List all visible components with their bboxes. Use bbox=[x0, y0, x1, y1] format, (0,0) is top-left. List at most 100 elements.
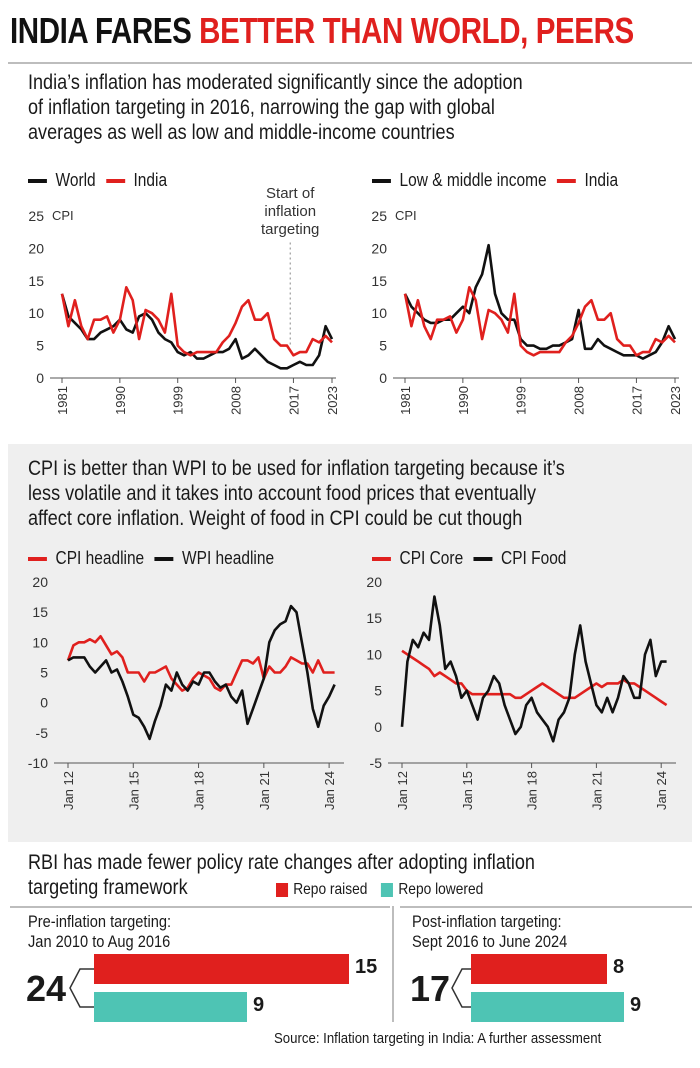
legend-swatch-repo-raised bbox=[276, 883, 289, 897]
legend-label-india: India bbox=[584, 170, 619, 190]
legend-swatch-cpi-core bbox=[372, 556, 391, 561]
y-tick-label: 10 bbox=[32, 634, 48, 650]
y-tick-label: 0 bbox=[36, 370, 44, 386]
legend-swatch-cpi-headline bbox=[28, 556, 47, 561]
y-tick-label: 15 bbox=[32, 604, 48, 620]
post-label: Post-inflation targeting: Sept 2016 to J… bbox=[412, 912, 567, 952]
legend-swatch-world bbox=[28, 178, 47, 183]
x-tick-label: 1990 bbox=[456, 386, 471, 415]
section1-intro-line: of inflation targeting in 2016, narrowin… bbox=[28, 96, 495, 119]
series-line-cpi-food bbox=[400, 595, 667, 743]
series-line-wpi-headline bbox=[67, 604, 336, 741]
section2-intro-line: CPI is better than WPI to be used for in… bbox=[28, 457, 565, 480]
section1-intro: India’s inflation has moderated signific… bbox=[28, 70, 523, 145]
x-tick-label: Jan 15 bbox=[126, 771, 141, 810]
section2-intro-line: less volatile and it takes into account … bbox=[28, 482, 536, 505]
legend-swatch-wpi-headline bbox=[154, 556, 174, 561]
headline: INDIA FARES BETTER THAN WORLD, PEERS bbox=[10, 6, 634, 56]
x-tick-label: 2017 bbox=[286, 386, 301, 415]
y-tick-label: -10 bbox=[28, 755, 48, 771]
legend-label-cpi-core: CPI Core bbox=[399, 548, 464, 568]
y-tick-label: 0 bbox=[374, 719, 382, 735]
series-line-india bbox=[403, 285, 676, 357]
legend-label-cpi-headline: CPI headline bbox=[55, 548, 145, 568]
x-tick-label: 2023 bbox=[668, 386, 683, 415]
legend-label-cpi-food: CPI Food bbox=[501, 548, 567, 568]
series-line-world bbox=[60, 293, 334, 370]
pre-label-line: Pre-inflation targeting: bbox=[28, 912, 172, 931]
headline-part2: BETTER THAN WORLD, PEERS bbox=[199, 10, 634, 51]
y-tick-label: 5 bbox=[374, 683, 382, 699]
y-tick-label: 10 bbox=[371, 305, 387, 321]
annotation-label: Start of bbox=[266, 185, 315, 202]
section2-intro: CPI is better than WPI to be used for in… bbox=[28, 456, 565, 531]
post-box-top bbox=[400, 906, 692, 908]
series-line-cpi-headline bbox=[66, 634, 335, 692]
pre-lowered-value: 9 bbox=[253, 994, 265, 1016]
legend-swatch-repo-lowered bbox=[381, 883, 394, 897]
y-tick-label: 25 bbox=[28, 208, 44, 224]
y-tick-label: 15 bbox=[366, 610, 382, 626]
y-axis-label: CPI bbox=[395, 208, 417, 223]
x-tick-label: 1999 bbox=[171, 386, 186, 415]
y-axis-label: CPI bbox=[52, 208, 74, 223]
pre-total: 24 bbox=[26, 968, 67, 1009]
repo-legend: Repo raised Repo lowered bbox=[276, 881, 483, 899]
y-tick-label: 5 bbox=[379, 338, 387, 354]
chart3-legend: CPI headline WPI headline bbox=[28, 548, 274, 569]
x-tick-label: 2023 bbox=[325, 386, 340, 415]
pre-box-top bbox=[10, 906, 390, 908]
legend-swatch-india bbox=[556, 178, 576, 183]
section3-title-line: RBI has made fewer policy rate changes a… bbox=[28, 851, 535, 874]
y-tick-label: 20 bbox=[371, 240, 387, 256]
annotation-label: inflation bbox=[264, 203, 316, 220]
y-tick-label: 5 bbox=[36, 338, 44, 354]
legend-swatch-india bbox=[105, 178, 125, 183]
annotation-label: targeting bbox=[261, 221, 319, 238]
x-tick-label: Jan 12 bbox=[395, 771, 410, 810]
post-label-line: Sept 2016 to June 2024 bbox=[412, 932, 568, 951]
y-tick-label: 15 bbox=[371, 273, 387, 289]
legend-label-repo-lowered: Repo lowered bbox=[398, 881, 484, 898]
pre-raised-value: 15 bbox=[355, 956, 378, 978]
x-tick-label: 1981 bbox=[398, 386, 413, 415]
y-tick-label: 20 bbox=[32, 574, 48, 590]
x-tick-label: Jan 21 bbox=[589, 771, 604, 810]
y-tick-label: 20 bbox=[366, 574, 382, 590]
box-divider bbox=[392, 906, 394, 1022]
pre-label-line: Jan 2010 to Aug 2016 bbox=[28, 932, 171, 951]
x-tick-label: Jan 18 bbox=[525, 771, 540, 810]
y-tick-label: 15 bbox=[28, 273, 44, 289]
section1-intro-line: averages as well as low and middle-incom… bbox=[28, 121, 455, 144]
source-note: Source: Inflation targeting in India: A … bbox=[274, 1030, 602, 1047]
x-tick-label: Jan 24 bbox=[654, 771, 669, 810]
x-tick-label: 1981 bbox=[55, 386, 70, 415]
x-tick-label: Jan 12 bbox=[61, 771, 76, 810]
post-lowered-value: 9 bbox=[630, 994, 642, 1016]
y-tick-label: 25 bbox=[371, 208, 387, 224]
bracket bbox=[451, 968, 471, 1008]
y-tick-label: 10 bbox=[366, 646, 382, 662]
x-tick-label: 2008 bbox=[229, 386, 244, 415]
x-tick-label: Jan 15 bbox=[460, 771, 475, 810]
post-total: 17 bbox=[410, 968, 451, 1009]
legend-label-wpi-headline: WPI headline bbox=[182, 548, 275, 568]
legend-label-lmi: Low & middle income bbox=[399, 170, 547, 190]
pre-lowered-bar bbox=[94, 992, 247, 1022]
x-tick-label: Jan 24 bbox=[322, 771, 337, 810]
y-tick-label: 5 bbox=[40, 665, 48, 681]
chart1-legend: World India bbox=[28, 170, 167, 191]
y-tick-label: 0 bbox=[40, 695, 48, 711]
y-tick-label: 10 bbox=[28, 305, 44, 321]
y-tick-label: 0 bbox=[379, 370, 387, 386]
chart4-legend: CPI Core CPI Food bbox=[372, 548, 566, 569]
y-tick-label: -5 bbox=[370, 755, 383, 771]
section1-intro-line: India’s inflation has moderated signific… bbox=[28, 71, 523, 94]
x-tick-label: Jan 18 bbox=[192, 771, 207, 810]
legend-swatch-lmi bbox=[372, 178, 391, 183]
